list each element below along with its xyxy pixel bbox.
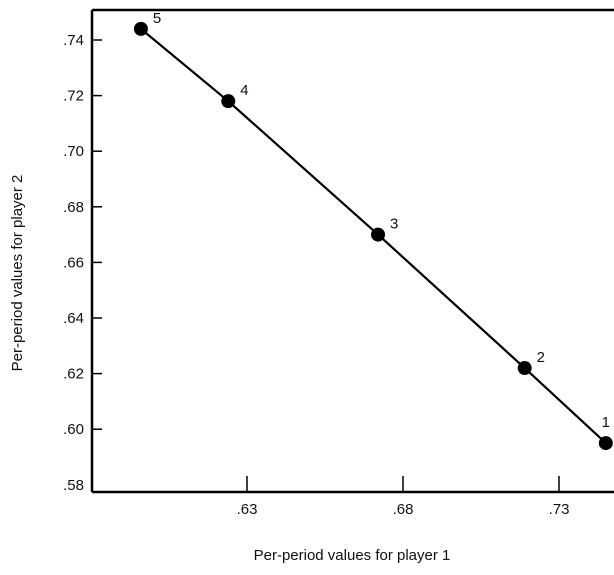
data-point <box>517 361 532 376</box>
data-point <box>221 94 236 109</box>
x-tick-label: .73 <box>549 501 570 518</box>
data-point <box>371 227 386 242</box>
ticks: .58 .60 .62 .64 .66 .68 .70 .72 .74 .63 .68 .73 <box>63 32 569 518</box>
data-point <box>133 21 148 36</box>
y-axis-label: Per-period values for player 2 <box>9 175 26 372</box>
data-point-label: 4 <box>240 82 248 99</box>
series: 1 2 3 4 5 <box>133 10 613 451</box>
data-point-label: 2 <box>537 349 545 366</box>
x-tick-label: .68 <box>393 501 414 518</box>
axes <box>90 8 614 494</box>
x-tick-label: .63 <box>237 501 258 518</box>
y-tick-label: .58 <box>63 477 84 494</box>
y-tick-label: .64 <box>63 310 84 327</box>
y-tick-label: .72 <box>63 88 84 105</box>
axis-labels: Per-period values for player 1 Per-perio… <box>9 175 450 564</box>
y-tick-label: .60 <box>63 421 84 438</box>
y-tick-label: .68 <box>63 199 84 216</box>
data-point-label: 1 <box>602 414 610 431</box>
data-point-label: 5 <box>153 10 161 27</box>
data-point <box>598 436 613 451</box>
y-tick-label: .66 <box>63 254 84 271</box>
y-tick-label: .62 <box>63 366 84 383</box>
y-tick-label: .74 <box>63 32 84 49</box>
x-axis-label: Per-period values for player 1 <box>254 547 451 564</box>
data-point-label: 3 <box>390 216 398 233</box>
y-tick-label: .70 <box>63 143 84 160</box>
